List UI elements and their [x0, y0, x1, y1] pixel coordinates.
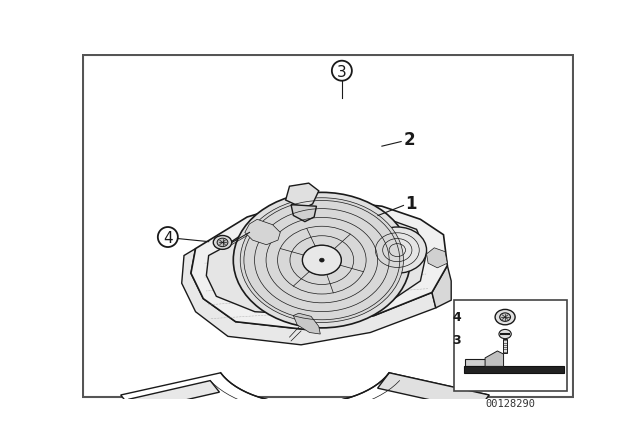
Ellipse shape: [213, 236, 232, 250]
Ellipse shape: [368, 227, 427, 273]
Text: 1: 1: [405, 195, 417, 213]
Polygon shape: [191, 202, 447, 329]
Polygon shape: [285, 183, 319, 208]
Text: 2: 2: [403, 131, 415, 149]
Ellipse shape: [319, 258, 324, 262]
Ellipse shape: [302, 245, 341, 275]
Ellipse shape: [499, 329, 511, 339]
Bar: [454, 300, 568, 391]
Ellipse shape: [217, 238, 228, 247]
Text: 4: 4: [452, 310, 461, 323]
Polygon shape: [485, 351, 504, 366]
Polygon shape: [206, 211, 427, 315]
Polygon shape: [129, 381, 220, 411]
Polygon shape: [121, 373, 489, 448]
Ellipse shape: [495, 310, 515, 325]
Text: 4: 4: [163, 231, 173, 246]
Polygon shape: [378, 373, 489, 410]
Ellipse shape: [240, 198, 403, 323]
Text: 00128290: 00128290: [486, 399, 536, 409]
Ellipse shape: [234, 192, 410, 328]
Polygon shape: [463, 366, 564, 373]
Polygon shape: [291, 205, 316, 222]
Polygon shape: [432, 266, 451, 308]
Text: 3: 3: [337, 65, 347, 80]
Polygon shape: [465, 359, 486, 366]
Bar: [503, 339, 508, 353]
Circle shape: [332, 60, 352, 81]
Text: 3: 3: [452, 334, 461, 347]
Polygon shape: [427, 248, 447, 268]
Polygon shape: [293, 313, 320, 334]
Polygon shape: [245, 220, 280, 245]
Polygon shape: [182, 249, 436, 345]
Ellipse shape: [500, 313, 511, 321]
Circle shape: [158, 227, 178, 247]
